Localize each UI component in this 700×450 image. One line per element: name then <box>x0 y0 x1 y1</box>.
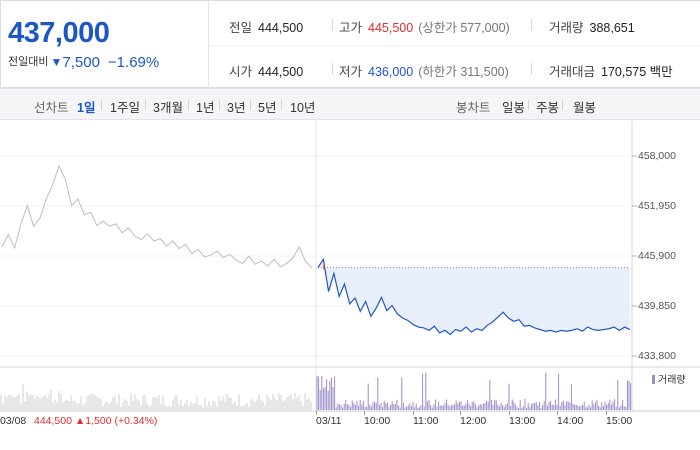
down-arrow-icon: ▼ <box>50 55 63 69</box>
range-5y-tab[interactable]: 5년 <box>258 101 277 115</box>
prev-day-info: 444,500 ▲1,500 (+0.34%) <box>34 415 158 427</box>
candle-monthly-tab[interactable]: 월봉 <box>573 101 597 115</box>
y-tick-label: 445,900 <box>638 250 676 262</box>
change-row: 전일대비 ▼7,500 −1.69% <box>8 53 159 71</box>
volume-legend-label: 거래량 <box>658 375 686 386</box>
y-tick-label: 439,850 <box>638 300 676 312</box>
x-tick-label: 03/08 <box>0 415 27 427</box>
divider <box>281 100 282 110</box>
divider <box>101 100 102 110</box>
volume-legend: 거래량 <box>652 371 686 386</box>
candle-weekly-tab[interactable]: 주봉 <box>536 101 560 115</box>
stat-label: 고가 <box>339 21 363 35</box>
stat-open: 시가 444,500 <box>229 61 303 80</box>
current-price: 437,000 <box>8 17 110 49</box>
stat-value: 170,575 백만 <box>601 65 673 79</box>
range-10y-tab[interactable]: 10년 <box>290 101 316 115</box>
divider <box>219 100 220 110</box>
x-tick-label: 03/11 <box>316 415 342 427</box>
lower-limit: (하한가 311,500) <box>418 65 509 79</box>
stat-prev-close: 전일 444,500 <box>229 17 303 36</box>
divider <box>188 100 189 110</box>
range-1d-tab[interactable]: 1일 <box>77 101 96 115</box>
range-3y-tab[interactable]: 3년 <box>227 101 246 115</box>
stat-value: 444,500 <box>258 21 304 35</box>
stat-label: 저가 <box>339 65 363 79</box>
x-tick-label: 11:00 <box>413 415 439 427</box>
stat-high: 고가 445,500 (상한가 577,000) <box>339 17 510 36</box>
stat-low: 저가 436,000 (하한가 311,500) <box>339 61 509 80</box>
stat-amount: 거래대금 170,575 백만 <box>549 61 673 80</box>
row-divider <box>210 45 700 46</box>
stat-volume: 거래량 388,651 <box>549 17 635 36</box>
divider <box>531 19 532 31</box>
candle-chart-label: 봉차트 <box>456 101 491 115</box>
change-percent: −1.69% <box>107 54 160 71</box>
quote-panel: 437,000 전일대비 ▼7,500 −1.69% 전일 444,500 고가 445… <box>0 0 700 89</box>
price-chart[interactable]: 458,000 451,950 445,900 439,850 433,800 … <box>0 121 700 450</box>
x-tick-label: 12:00 <box>460 415 487 427</box>
stat-label: 거래대금 <box>549 65 596 79</box>
stat-label: 시가 <box>229 65 253 79</box>
divider <box>332 63 333 75</box>
change-value: 7,500 <box>62 54 100 71</box>
price-box: 437,000 전일대비 ▼7,500 −1.69% <box>1 1 209 89</box>
x-tick-label: 13:00 <box>509 415 536 427</box>
today-line <box>317 257 631 336</box>
stat-value: 436,000 <box>368 65 414 79</box>
stat-label: 거래량 <box>549 21 584 35</box>
x-tick-label: 10:00 <box>364 415 391 427</box>
stat-value: 388,651 <box>589 21 635 35</box>
chart-toolbar: 선차트 1일 1주일 3개월 1년 3년 5년 10년 봉차트 일봉 주봉 월봉 <box>0 88 700 120</box>
volume-legend-swatch <box>652 375 655 384</box>
divider <box>531 63 532 75</box>
below-prev-close-area <box>318 259 630 335</box>
upper-limit: (상한가 577,000) <box>418 21 510 35</box>
y-tick-label: 433,800 <box>638 350 676 362</box>
x-tick-label: 14:00 <box>557 415 584 427</box>
prev-day-line <box>1 164 313 268</box>
divider <box>528 100 529 110</box>
stat-value: 444,500 <box>258 65 304 79</box>
divider <box>250 100 251 110</box>
divider <box>562 100 563 110</box>
y-tick-label: 458,000 <box>638 150 676 162</box>
divider <box>145 100 146 110</box>
change-label: 전일대비 <box>8 56 49 68</box>
range-3m-tab[interactable]: 3개월 <box>153 101 183 115</box>
chart-canvas <box>0 121 700 415</box>
candle-daily-tab[interactable]: 일봉 <box>502 101 526 115</box>
stat-label: 전일 <box>229 21 253 35</box>
y-tick-label: 451,950 <box>638 200 676 212</box>
range-1y-tab[interactable]: 1년 <box>196 101 215 115</box>
divider <box>332 19 333 31</box>
x-tick-label: 15:00 <box>606 415 633 427</box>
range-1w-tab[interactable]: 1주일 <box>110 101 140 115</box>
stat-value: 445,500 <box>368 21 414 35</box>
line-chart-label: 선차트 <box>34 101 69 115</box>
